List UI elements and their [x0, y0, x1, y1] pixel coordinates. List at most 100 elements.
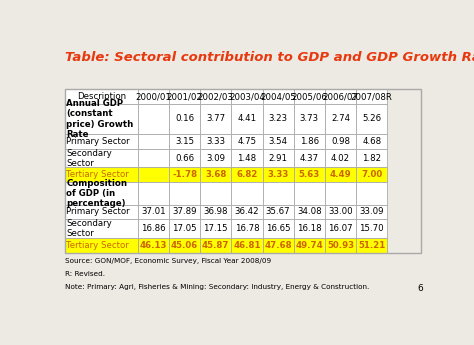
Text: Primary Sector: Primary Sector [66, 207, 130, 216]
Text: -1.78: -1.78 [172, 170, 197, 179]
Text: 2001/02: 2001/02 [167, 92, 202, 101]
Bar [200, 219, 231, 238]
Bar [263, 205, 294, 219]
Text: 2.74: 2.74 [331, 115, 350, 124]
Text: Secondary
Sector: Secondary Sector [66, 149, 112, 168]
Text: Composition
of GDP (in
percentage): Composition of GDP (in percentage) [66, 179, 127, 208]
Bar [138, 205, 169, 219]
Bar [294, 149, 325, 167]
Text: 4.75: 4.75 [237, 137, 256, 146]
Bar [325, 167, 356, 182]
Bar [200, 167, 231, 182]
Text: 7.00: 7.00 [361, 170, 382, 179]
Bar [325, 104, 356, 134]
Bar [325, 219, 356, 238]
Bar [294, 104, 325, 134]
Bar [169, 219, 200, 238]
Text: 6.82: 6.82 [236, 170, 258, 179]
Text: 2000/01: 2000/01 [136, 92, 171, 101]
Text: 3.23: 3.23 [269, 115, 288, 124]
Text: 35.67: 35.67 [266, 207, 291, 216]
Bar [65, 205, 138, 219]
Bar [200, 104, 231, 134]
Text: 46.13: 46.13 [140, 241, 167, 250]
Text: 0.16: 0.16 [175, 115, 194, 124]
Text: 16.18: 16.18 [297, 224, 321, 233]
Bar [294, 182, 325, 205]
Text: 3.15: 3.15 [175, 137, 194, 146]
Bar [263, 149, 294, 167]
Bar [231, 89, 263, 104]
Text: 33.00: 33.00 [328, 207, 353, 216]
Text: 1.86: 1.86 [300, 137, 319, 146]
Bar [138, 219, 169, 238]
Bar [231, 219, 263, 238]
Bar [138, 134, 169, 149]
Bar [325, 134, 356, 149]
Bar [65, 89, 421, 253]
Bar [356, 89, 387, 104]
Bar [325, 205, 356, 219]
Bar [356, 167, 387, 182]
Bar [356, 182, 387, 205]
Text: 47.68: 47.68 [264, 241, 292, 250]
Text: 3.33: 3.33 [267, 170, 289, 179]
Bar [65, 134, 138, 149]
Bar [138, 182, 169, 205]
Text: 16.86: 16.86 [141, 224, 166, 233]
Text: 2002/03: 2002/03 [198, 92, 234, 101]
Bar [138, 238, 169, 253]
Text: 51.21: 51.21 [358, 241, 385, 250]
Bar [138, 149, 169, 167]
Bar [65, 182, 138, 205]
Text: 4.41: 4.41 [237, 115, 256, 124]
Bar [263, 238, 294, 253]
Bar [325, 238, 356, 253]
Text: Table: Sectoral contribution to GDP and GDP Growth Rate: Table: Sectoral contribution to GDP and … [65, 51, 474, 64]
Text: 3.33: 3.33 [206, 137, 225, 146]
Bar [200, 134, 231, 149]
Bar [294, 134, 325, 149]
Bar [231, 167, 263, 182]
Bar [294, 238, 325, 253]
Bar [356, 205, 387, 219]
Bar [65, 149, 138, 167]
Bar [263, 182, 294, 205]
Text: 34.08: 34.08 [297, 207, 321, 216]
Bar [65, 238, 138, 253]
Bar [263, 219, 294, 238]
Bar [325, 89, 356, 104]
Bar [138, 89, 169, 104]
Text: 37.89: 37.89 [173, 207, 197, 216]
Text: Note: Primary: Agri, Fisheries & Mining: Secondary: Industry, Energy & Construct: Note: Primary: Agri, Fisheries & Mining:… [65, 285, 369, 290]
Text: 2007/08R: 2007/08R [351, 92, 392, 101]
Text: 16.07: 16.07 [328, 224, 353, 233]
Bar [231, 134, 263, 149]
Bar [169, 238, 200, 253]
Bar [65, 104, 138, 134]
Text: 0.98: 0.98 [331, 137, 350, 146]
Bar [294, 89, 325, 104]
Bar [65, 167, 138, 182]
Bar [263, 134, 294, 149]
Text: 4.68: 4.68 [362, 137, 381, 146]
Bar [169, 167, 200, 182]
Bar [325, 182, 356, 205]
Text: 17.05: 17.05 [172, 224, 197, 233]
Bar [138, 167, 169, 182]
Bar [200, 238, 231, 253]
Text: Annual GDP
(constant
price) Growth
Rate: Annual GDP (constant price) Growth Rate [66, 99, 134, 139]
Text: 5.63: 5.63 [299, 170, 320, 179]
Bar [231, 149, 263, 167]
Bar [169, 89, 200, 104]
Text: 3.68: 3.68 [205, 170, 227, 179]
Bar [356, 104, 387, 134]
Bar [294, 167, 325, 182]
Text: 15.70: 15.70 [359, 224, 384, 233]
Text: 5.26: 5.26 [362, 115, 381, 124]
Text: 33.09: 33.09 [359, 207, 384, 216]
Bar [65, 89, 138, 104]
Bar [169, 182, 200, 205]
Text: 2006/07: 2006/07 [322, 92, 358, 101]
Text: 36.42: 36.42 [235, 207, 259, 216]
